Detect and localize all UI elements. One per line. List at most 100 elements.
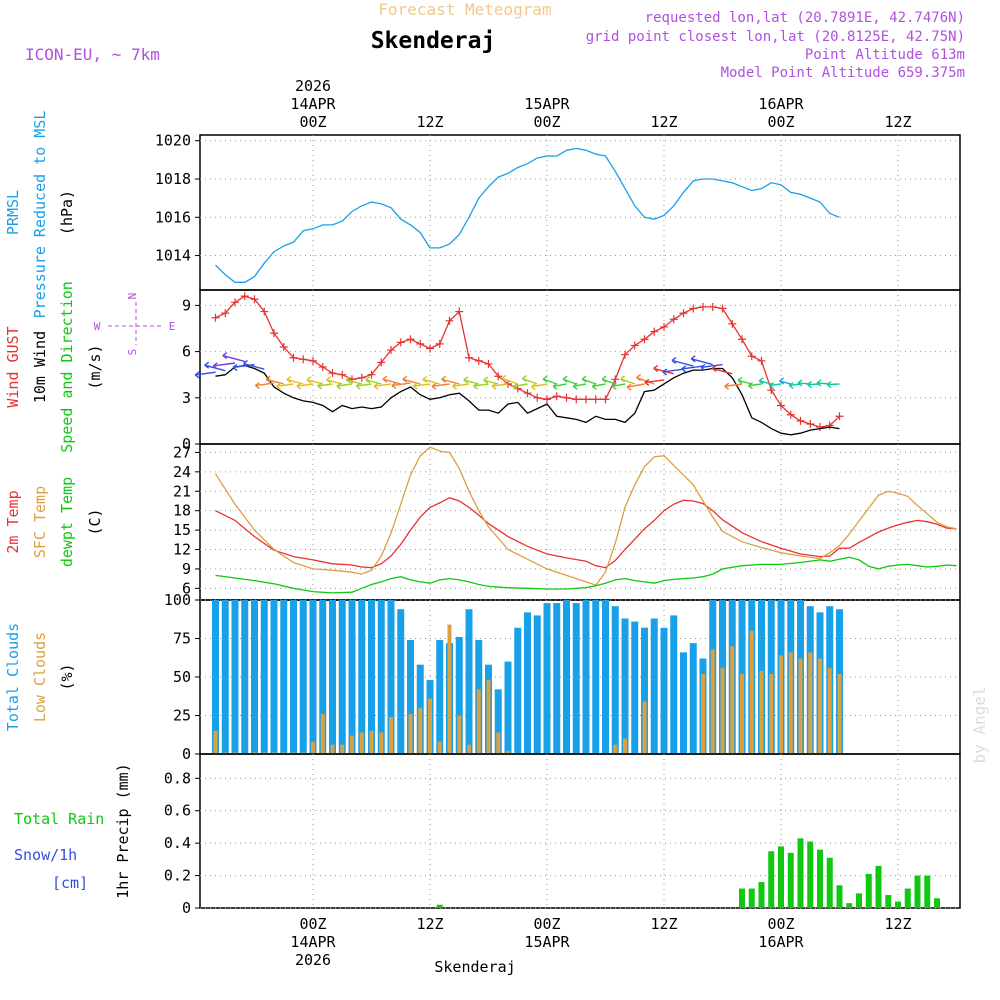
pressure-ytick-label: 1016 bbox=[155, 208, 191, 226]
wind-gust-point bbox=[279, 342, 288, 351]
wind-arrow-head bbox=[591, 382, 597, 390]
clouds-bar-low-clouds bbox=[457, 715, 462, 754]
clouds-bar-low-clouds bbox=[486, 680, 491, 754]
wind-arrow bbox=[712, 367, 733, 375]
clouds-ytick-label: 75 bbox=[173, 630, 191, 648]
wind-gust-point bbox=[543, 395, 551, 404]
wind-gust-point bbox=[250, 295, 259, 304]
clouds-bar-low-clouds bbox=[808, 652, 813, 754]
clouds-bar-low-clouds bbox=[281, 752, 286, 754]
wind-arrow-head bbox=[807, 380, 812, 389]
wind-arrow-head bbox=[212, 362, 218, 370]
wind-gust-point bbox=[445, 316, 454, 325]
wind-gust-point bbox=[387, 346, 395, 355]
wind-arrow-head bbox=[373, 382, 379, 390]
bottom-axis-label: 16APR bbox=[758, 933, 804, 951]
clouds-bar-total-clouds bbox=[602, 600, 609, 754]
wind-arrow bbox=[365, 379, 382, 385]
wind-label-1: 10m Wind bbox=[31, 331, 49, 403]
clouds-bar-total-clouds bbox=[689, 643, 697, 754]
clouds-bar-low-clouds bbox=[252, 752, 257, 754]
clouds-bar-total-clouds bbox=[329, 600, 336, 754]
wind-gust-point bbox=[630, 341, 639, 350]
wind-gust-point bbox=[299, 355, 308, 364]
wind-arrow-head bbox=[452, 382, 457, 390]
wind-gust-point bbox=[465, 353, 473, 362]
wind-gust-point bbox=[270, 329, 278, 338]
wind-arrow bbox=[779, 380, 791, 385]
wind-arrow-head bbox=[317, 382, 323, 390]
grid-point-coords: grid point closest lon,lat (20.8125E, 42… bbox=[586, 29, 965, 45]
clouds-bar-total-clouds bbox=[543, 603, 551, 754]
wind-arrow bbox=[265, 378, 284, 385]
wind-gust-point bbox=[328, 369, 337, 378]
precip-bar-total-rain bbox=[807, 841, 814, 908]
wind-arrow-head bbox=[391, 381, 397, 390]
clouds-bar-low-clouds bbox=[330, 744, 335, 754]
wind-arrow-head bbox=[644, 378, 650, 387]
wind-ytick-label: 6 bbox=[182, 343, 191, 361]
temperature-ytick-label: 15 bbox=[173, 521, 191, 539]
compass-e: E bbox=[169, 320, 176, 333]
wind-arrow-head bbox=[711, 364, 717, 372]
clouds-bar-low-clouds bbox=[788, 652, 793, 754]
precip-bar-total-rain bbox=[748, 888, 755, 908]
wind-compass: N S W E bbox=[94, 293, 176, 356]
wind-gust-point bbox=[396, 338, 405, 347]
wind-gust-point bbox=[747, 352, 756, 361]
precip-bar-total-rain bbox=[436, 904, 443, 908]
wind-gust-point bbox=[318, 363, 327, 371]
wind-arrow bbox=[691, 358, 713, 366]
pressure-frame bbox=[199, 134, 961, 291]
wind-arrow-head bbox=[601, 375, 607, 383]
precip-ytick-label: 0.8 bbox=[164, 769, 191, 787]
wind-arrow-head bbox=[562, 375, 568, 383]
wind-gust-point bbox=[660, 322, 668, 331]
clouds-bar-low-clouds bbox=[311, 741, 315, 754]
wind-arrow-head bbox=[473, 382, 478, 390]
clouds-label-2: (%) bbox=[58, 663, 76, 690]
wind-arrow-head bbox=[531, 383, 536, 391]
wind-arrow bbox=[531, 383, 548, 388]
location-title: Skenderaj bbox=[371, 28, 496, 54]
wind-arrow bbox=[552, 383, 567, 388]
wind-arrow-head bbox=[204, 361, 210, 369]
wind-arrow-head bbox=[431, 382, 437, 390]
wind-arrow bbox=[700, 363, 723, 369]
clouds-bar-total-clouds bbox=[553, 603, 561, 754]
clouds-bar-low-clouds bbox=[710, 649, 715, 754]
wind-arrow bbox=[452, 383, 470, 387]
wind-label-0: Wind GUST bbox=[4, 326, 22, 407]
wind-arrow-head bbox=[748, 382, 753, 390]
wind-arrow bbox=[737, 379, 752, 385]
temperature-label-0: 2m Temp bbox=[4, 490, 22, 553]
clouds-bar-low-clouds bbox=[350, 735, 354, 754]
wind-arrow-head bbox=[662, 368, 668, 376]
wind-arrow bbox=[195, 371, 216, 376]
pressure-ytick-label: 1014 bbox=[155, 247, 191, 265]
clouds-bar-total-clouds bbox=[260, 600, 268, 754]
wind-label-2: Speed and Direction bbox=[58, 281, 76, 453]
wind-arrow bbox=[573, 383, 587, 387]
wind-gust-point bbox=[816, 423, 824, 432]
wind-arrow bbox=[336, 383, 353, 387]
wind-ytick-label: 3 bbox=[182, 389, 191, 407]
point-altitude: Point Altitude 613m bbox=[805, 47, 965, 63]
clouds-bar-total-clouds bbox=[455, 636, 463, 754]
wind-arrow bbox=[644, 379, 665, 384]
wind-arrow-head bbox=[232, 363, 238, 371]
wind-arrow-head bbox=[491, 382, 497, 390]
clouds-bar-total-clouds bbox=[670, 615, 678, 754]
wind-gust-point bbox=[796, 416, 805, 425]
wind-gust-point bbox=[728, 319, 737, 328]
wind-gust-point bbox=[357, 373, 366, 382]
clouds-bar-low-clouds bbox=[506, 750, 510, 754]
top-axis-label: 16APR bbox=[758, 95, 804, 113]
wind-arrow bbox=[473, 383, 489, 387]
wind-arrow-head bbox=[382, 375, 388, 383]
wind-arrow bbox=[827, 383, 840, 386]
temperature-ytick-label: 12 bbox=[173, 541, 191, 559]
clouds-bar-low-clouds bbox=[262, 752, 267, 754]
